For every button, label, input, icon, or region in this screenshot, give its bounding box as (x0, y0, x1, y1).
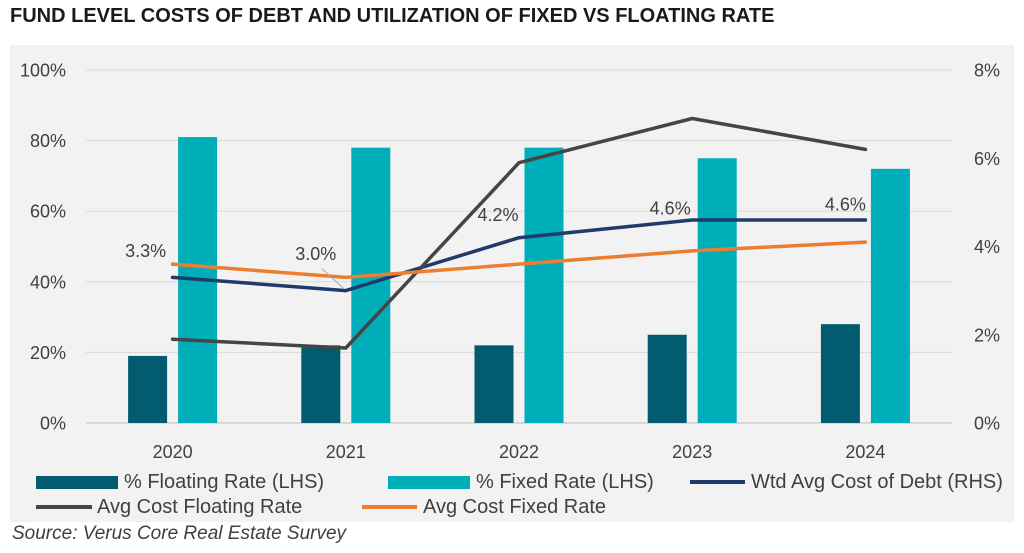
floating-rate-lhs-bar (820, 324, 860, 423)
legend-label-wtd-avg-cost-of-debt: Wtd Avg Cost of Debt (RHS) (751, 471, 1003, 493)
y-left-tick-label: 100% (20, 61, 66, 81)
fixed-rate-lhs-bar (524, 147, 564, 423)
y-left-tick-label: 0% (40, 414, 66, 434)
legend-swatch-fixed-rate (388, 476, 470, 489)
avg-cost-floating-rate-point (344, 346, 348, 350)
avg-cost-floating-rate-point (690, 116, 694, 121)
combo-chart: 0% 20% 40% 60% 80% 100% 0% 2% 4% 6% 8% 2020 2021 2022… (20, 61, 1000, 463)
avg-cost-fixed-rate-point (171, 262, 175, 266)
y-right-tick-label: 4% (974, 237, 1000, 257)
data-label: 4.2% (477, 205, 518, 225)
wtd-avg-cost-of-debt-rhs-point (863, 218, 868, 222)
x-tick-label: 2024 (845, 442, 885, 462)
wtd-avg-cost-of-debt-rhs-line (170, 218, 868, 293)
y-right-tick-label: 8% (974, 61, 1000, 81)
data-label: 3.3% (125, 241, 166, 261)
legend-line-avg-cost-fixed-rate (362, 505, 417, 509)
avg-cost-floating-rate-point (517, 161, 521, 165)
legend-line-wtd-avg-cost-of-debt (690, 480, 745, 484)
legend-line-avg-cost-floating-rate (36, 505, 92, 509)
wtd-avg-cost-of-debt-rhs-point (517, 236, 521, 240)
legend-label-floating-rate: % Floating Rate (LHS) (124, 471, 325, 493)
avg-cost-fixed-rate-line (170, 240, 868, 280)
x-tick-label: 2022 (499, 442, 539, 462)
legend-swatch-floating-rate (36, 476, 118, 489)
data-label: 4.6% (650, 199, 691, 219)
chart-title: FUND LEVEL COSTS OF DEBT AND UTILIZATION… (10, 5, 775, 27)
y-right-tick-label: 6% (974, 149, 1000, 169)
y-left-tick-label: 60% (30, 202, 66, 222)
x-tick-label: 2021 (326, 442, 366, 462)
avg-cost-floating-rate-line (170, 116, 868, 350)
avg-cost-floating-rate-point (863, 147, 868, 152)
y-left-tick-label: 80% (30, 131, 66, 151)
floating-rate-lhs-bar (647, 334, 687, 423)
legend-label-fixed-rate: % Fixed Rate (LHS) (476, 471, 654, 493)
wtd-avg-cost-of-debt-rhs-point (344, 289, 348, 293)
y-left-tick-label: 20% (30, 343, 66, 363)
avg-cost-fixed-rate-point (863, 240, 868, 244)
y-right-tick-label: 2% (974, 325, 1000, 345)
avg-cost-floating-rate-point (171, 337, 175, 341)
x-tick-label: 2020 (153, 442, 193, 462)
source-note: Source: Verus Core Real Estate Survey (12, 523, 347, 544)
wtd-avg-cost-of-debt-rhs-point (171, 275, 175, 279)
fixed-rate-lhs-bar (697, 158, 737, 423)
floating-rate-lhs-bar (474, 345, 514, 423)
avg-cost-fixed-rate-point (690, 249, 694, 253)
fixed-rate-lhs-bar (870, 168, 910, 423)
x-tick-label: 2023 (672, 442, 712, 462)
data-label: 4.6% (825, 195, 866, 215)
legend-label-avg-cost-floating-rate: Avg Cost Floating Rate (97, 496, 303, 518)
data-label-leader-line (321, 268, 345, 289)
legend-label-avg-cost-fixed-rate: Avg Cost Fixed Rate (423, 496, 607, 518)
wtd-avg-cost-of-debt-rhs-point (690, 218, 694, 222)
data-label: 3.0% (295, 244, 336, 264)
floating-rate-lhs-bar (301, 345, 341, 423)
y-left-tick-label: 40% (30, 272, 66, 292)
avg-cost-fixed-rate-point (517, 262, 521, 266)
floating-rate-lhs-bar (128, 355, 168, 423)
y-right-tick-label: 0% (974, 414, 1000, 434)
chart-panel (10, 45, 1014, 522)
avg-cost-fixed-rate-point (344, 275, 348, 279)
